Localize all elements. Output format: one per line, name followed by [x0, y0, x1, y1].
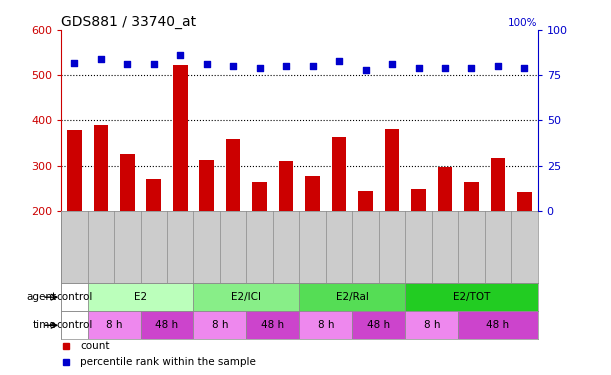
Point	[229, 63, 238, 69]
Bar	[87, 283, 194, 311]
Bar	[491, 158, 505, 211]
Text: 48 h: 48 h	[486, 320, 510, 330]
Bar	[405, 283, 538, 311]
Point	[175, 53, 185, 58]
Text: 8 h: 8 h	[106, 320, 122, 330]
Text: percentile rank within the sample: percentile rank within the sample	[80, 357, 256, 367]
Text: E2/TOT: E2/TOT	[453, 292, 490, 302]
Text: agent: agent	[26, 292, 56, 302]
Point	[414, 65, 423, 71]
Bar	[306, 176, 320, 211]
Bar	[385, 129, 400, 211]
Point	[202, 62, 211, 68]
Text: 100%: 100%	[508, 18, 538, 28]
Bar	[226, 140, 241, 211]
Bar	[332, 137, 346, 211]
Bar	[437, 167, 452, 211]
Point	[96, 56, 106, 62]
Text: 48 h: 48 h	[262, 320, 285, 330]
Text: GDS881 / 33740_at: GDS881 / 33740_at	[61, 15, 196, 29]
Bar	[464, 182, 479, 211]
Bar	[411, 189, 426, 211]
Text: 8 h: 8 h	[211, 320, 229, 330]
Bar	[173, 65, 188, 211]
Point	[122, 62, 132, 68]
Point	[519, 65, 529, 71]
Bar	[194, 283, 299, 311]
Text: control: control	[56, 292, 92, 302]
Point	[440, 65, 450, 71]
Point	[387, 62, 397, 68]
Point	[149, 62, 159, 68]
Bar	[279, 161, 293, 211]
Bar	[246, 311, 299, 339]
Text: 48 h: 48 h	[155, 320, 178, 330]
Bar	[299, 311, 353, 339]
Bar	[61, 283, 87, 311]
Bar	[147, 179, 161, 211]
Bar	[194, 311, 246, 339]
Point	[308, 63, 318, 69]
Point	[255, 65, 265, 71]
Point	[334, 58, 344, 64]
Bar	[517, 192, 532, 211]
Bar	[358, 191, 373, 211]
Bar	[61, 311, 87, 339]
Bar	[299, 283, 405, 311]
Text: E2: E2	[134, 292, 147, 302]
Text: count: count	[80, 341, 109, 351]
Point	[281, 63, 291, 69]
Bar	[93, 125, 108, 211]
Point	[360, 67, 370, 73]
Point	[493, 63, 503, 69]
Text: time: time	[33, 320, 56, 330]
Bar	[458, 311, 538, 339]
Bar	[67, 130, 82, 211]
Text: E2/Ral: E2/Ral	[336, 292, 369, 302]
Bar	[120, 154, 134, 211]
Text: 8 h: 8 h	[318, 320, 334, 330]
Bar	[252, 182, 267, 211]
Bar	[141, 311, 194, 339]
Text: E2/ICI: E2/ICI	[232, 292, 262, 302]
Bar	[87, 311, 141, 339]
Point	[70, 60, 79, 66]
Text: 48 h: 48 h	[367, 320, 390, 330]
Point	[467, 65, 477, 71]
Bar	[353, 311, 405, 339]
Bar	[199, 160, 214, 211]
Text: 8 h: 8 h	[423, 320, 440, 330]
Bar	[405, 311, 458, 339]
Text: control: control	[56, 320, 92, 330]
